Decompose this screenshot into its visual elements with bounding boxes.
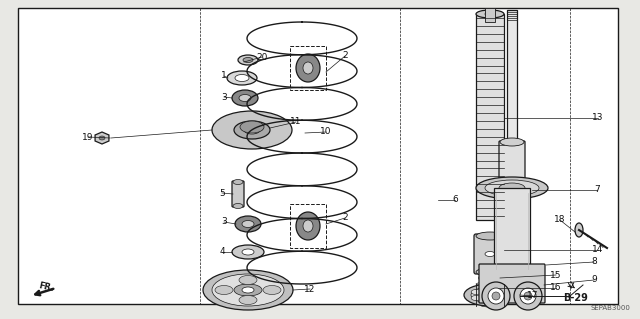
Text: 2: 2: [342, 51, 348, 61]
Ellipse shape: [212, 274, 284, 306]
Ellipse shape: [296, 212, 320, 240]
Text: 17: 17: [527, 292, 539, 300]
Ellipse shape: [233, 204, 243, 209]
Ellipse shape: [240, 121, 264, 133]
Ellipse shape: [239, 295, 257, 305]
Text: 3: 3: [221, 93, 227, 101]
Ellipse shape: [303, 62, 313, 74]
Ellipse shape: [234, 121, 270, 139]
Text: FR.: FR.: [38, 281, 54, 293]
Ellipse shape: [499, 295, 509, 300]
Circle shape: [520, 288, 536, 304]
Ellipse shape: [471, 290, 481, 294]
Text: 19: 19: [83, 132, 93, 142]
Ellipse shape: [485, 11, 495, 17]
Text: 11: 11: [291, 117, 301, 127]
Text: 20: 20: [256, 53, 268, 62]
Text: 16: 16: [550, 284, 562, 293]
FancyBboxPatch shape: [485, 8, 495, 22]
Ellipse shape: [234, 284, 262, 296]
FancyBboxPatch shape: [499, 141, 525, 189]
Circle shape: [524, 292, 532, 300]
Text: 18: 18: [554, 216, 566, 225]
Text: B-29: B-29: [564, 293, 588, 303]
FancyBboxPatch shape: [232, 181, 244, 207]
Ellipse shape: [263, 286, 281, 294]
Circle shape: [488, 288, 504, 304]
Circle shape: [482, 282, 510, 310]
Ellipse shape: [239, 94, 251, 101]
Ellipse shape: [227, 71, 257, 85]
Ellipse shape: [499, 183, 525, 193]
Ellipse shape: [232, 90, 258, 106]
Ellipse shape: [471, 295, 481, 300]
Text: 13: 13: [592, 114, 604, 122]
Ellipse shape: [480, 303, 500, 307]
Ellipse shape: [303, 220, 313, 232]
Ellipse shape: [233, 180, 243, 184]
Ellipse shape: [243, 57, 253, 63]
Ellipse shape: [476, 288, 504, 292]
Ellipse shape: [485, 299, 495, 303]
Ellipse shape: [215, 286, 233, 294]
FancyBboxPatch shape: [18, 8, 618, 304]
Text: 6: 6: [452, 196, 458, 204]
Ellipse shape: [476, 294, 504, 298]
Text: 7: 7: [594, 186, 600, 195]
Circle shape: [514, 282, 542, 310]
Text: 5: 5: [219, 189, 225, 197]
Ellipse shape: [479, 273, 501, 283]
Ellipse shape: [485, 286, 495, 292]
Polygon shape: [95, 132, 109, 144]
FancyBboxPatch shape: [474, 234, 506, 274]
Text: SEPAB3000: SEPAB3000: [590, 305, 630, 311]
FancyBboxPatch shape: [479, 264, 545, 303]
Ellipse shape: [480, 285, 500, 289]
Ellipse shape: [480, 297, 500, 301]
Ellipse shape: [476, 232, 504, 240]
Ellipse shape: [212, 111, 292, 149]
Ellipse shape: [464, 284, 516, 306]
Ellipse shape: [485, 293, 495, 297]
Text: 14: 14: [592, 246, 604, 255]
Ellipse shape: [242, 220, 254, 227]
Ellipse shape: [242, 249, 254, 255]
Ellipse shape: [471, 287, 509, 303]
Ellipse shape: [476, 300, 504, 304]
Ellipse shape: [500, 138, 524, 146]
Ellipse shape: [476, 10, 504, 18]
Ellipse shape: [296, 54, 320, 82]
Ellipse shape: [99, 136, 105, 140]
Ellipse shape: [476, 282, 504, 286]
Ellipse shape: [485, 251, 495, 256]
Ellipse shape: [476, 177, 548, 199]
Text: 12: 12: [304, 285, 316, 293]
Ellipse shape: [238, 55, 258, 65]
Ellipse shape: [203, 270, 293, 310]
Ellipse shape: [235, 216, 261, 232]
FancyBboxPatch shape: [507, 10, 517, 148]
Circle shape: [492, 292, 500, 300]
Ellipse shape: [575, 223, 583, 237]
FancyBboxPatch shape: [494, 188, 530, 274]
Ellipse shape: [232, 245, 264, 259]
Text: 10: 10: [320, 128, 332, 137]
Ellipse shape: [244, 126, 260, 134]
Text: 8: 8: [591, 257, 597, 266]
Ellipse shape: [476, 268, 504, 276]
Ellipse shape: [499, 290, 509, 294]
Text: 15: 15: [550, 271, 562, 279]
Ellipse shape: [235, 75, 249, 81]
FancyBboxPatch shape: [476, 14, 504, 220]
Text: 2: 2: [342, 213, 348, 222]
Ellipse shape: [485, 276, 495, 280]
Text: 4: 4: [219, 248, 225, 256]
Ellipse shape: [242, 287, 254, 293]
Text: 1: 1: [221, 71, 227, 80]
Text: 3: 3: [221, 218, 227, 226]
Ellipse shape: [480, 291, 500, 295]
Ellipse shape: [239, 276, 257, 285]
Ellipse shape: [485, 180, 539, 196]
Text: 9: 9: [591, 276, 597, 285]
